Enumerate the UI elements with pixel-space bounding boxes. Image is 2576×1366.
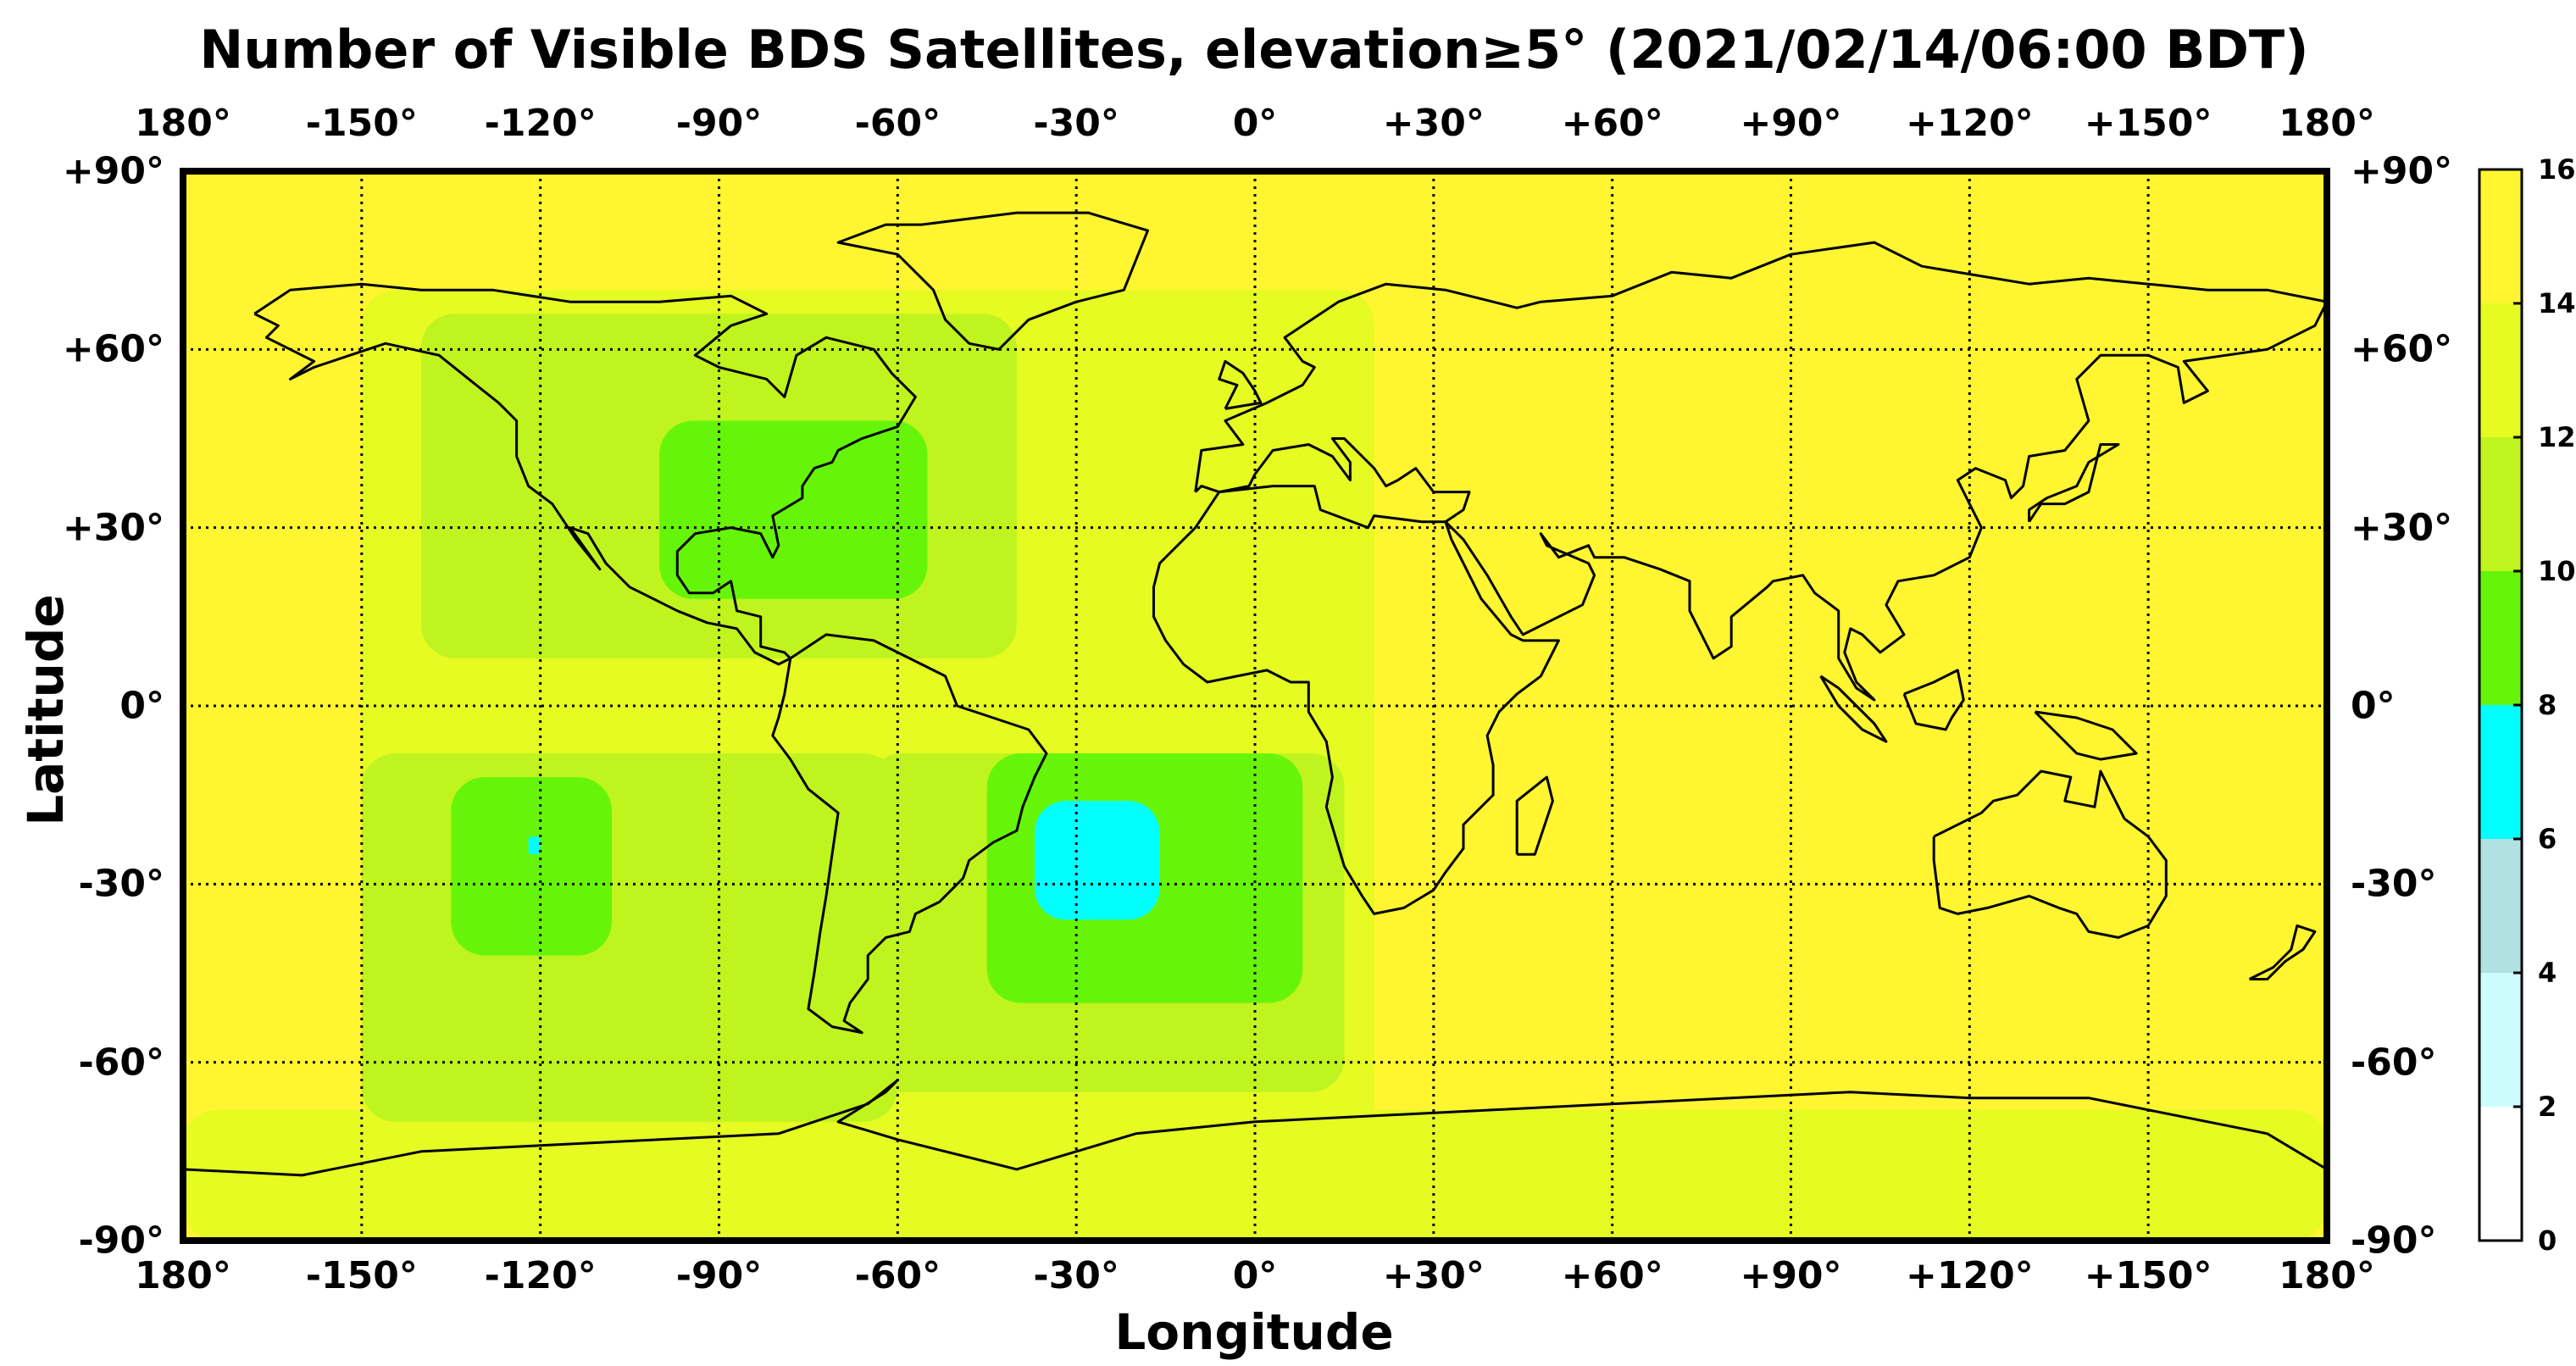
x-tick-label-top: +30° xyxy=(1382,102,1485,145)
colorbar-tick-label: 0 xyxy=(2538,1224,2557,1257)
colorbar-band xyxy=(2479,705,2522,839)
chart-title: Number of Visible BDS Satellites, elevat… xyxy=(199,19,2309,81)
colorbar-tick-label: 10 xyxy=(2538,555,2576,587)
y-tick-label-left: -30° xyxy=(78,862,165,906)
plot-frame xyxy=(180,168,2330,1244)
x-tick-label-bottom: -120° xyxy=(484,1254,597,1297)
x-tick-label-bottom: -30° xyxy=(1033,1254,1119,1297)
x-tick-label-top: 0° xyxy=(1232,102,1278,145)
coastline-9 xyxy=(2028,443,2120,523)
y-tick-label-left: +30° xyxy=(62,506,164,550)
coastline-1 xyxy=(771,633,1048,1035)
y-tick-label-right: -90° xyxy=(2351,1219,2437,1263)
colorbar-tick-label: 2 xyxy=(2538,1091,2557,1123)
x-tick-label-top: +90° xyxy=(1740,102,1842,145)
x-tick-label-bottom: +60° xyxy=(1561,1254,1663,1297)
colorbar-band xyxy=(2479,169,2522,303)
x-tick-label-top: -90° xyxy=(675,102,763,145)
x-tick-label-bottom: -150° xyxy=(305,1254,418,1297)
x-tick-label-bottom: +120° xyxy=(1905,1254,2034,1297)
coastline-7 xyxy=(1515,775,1554,856)
x-axis-label: Longitude xyxy=(1114,1303,1394,1361)
coastline-10 xyxy=(2248,924,2317,980)
x-tick-label-top: +60° xyxy=(1561,102,1663,145)
y-tick-label-left: +60° xyxy=(62,327,164,371)
x-tick-label-top: -30° xyxy=(1033,102,1119,145)
heat-region-south-pacific-spot xyxy=(528,836,541,855)
colorbar-band xyxy=(2479,839,2522,973)
colorbar-band xyxy=(2479,437,2522,571)
y-tick-label-right: -60° xyxy=(2351,1041,2437,1085)
heat-region-south-atlantic-min xyxy=(1034,801,1160,920)
coastline-6 xyxy=(183,1079,2327,1177)
coastline-11 xyxy=(1902,669,1965,731)
coastline-2 xyxy=(836,211,1149,351)
colorbar-tick-label: 8 xyxy=(2538,689,2557,721)
colorbar-tick-label: 12 xyxy=(2538,421,2576,453)
x-tick-label-bottom: +30° xyxy=(1382,1254,1485,1297)
gridlines xyxy=(183,171,2327,1241)
heat-region-south-pacific xyxy=(451,777,612,956)
colorbar-tick-label: 14 xyxy=(2538,287,2576,319)
y-tick-label-right: +60° xyxy=(2351,327,2453,371)
x-tick-label-top: +120° xyxy=(1905,102,2034,145)
heat-region-north-america-east xyxy=(659,420,928,599)
y-tick-label-left: +90° xyxy=(62,149,164,193)
x-tick-label-bottom: 180° xyxy=(2279,1254,2375,1297)
colorbar-band xyxy=(2479,973,2522,1107)
y-tick-label-right: 0° xyxy=(2351,684,2396,728)
x-tick-label-top: 180° xyxy=(135,102,231,145)
x-tick-label-top: -60° xyxy=(854,102,941,145)
x-tick-label-bottom: +90° xyxy=(1740,1254,1842,1297)
x-tick-label-top: +150° xyxy=(2084,102,2212,145)
colorbar-tick-label: 4 xyxy=(2538,957,2557,989)
y-tick-label-left: 0° xyxy=(119,684,164,728)
colorbar-tick-label: 16 xyxy=(2538,153,2576,186)
x-tick-label-top: -120° xyxy=(484,102,597,145)
coastlines xyxy=(183,211,2327,1177)
coastline-0 xyxy=(253,282,917,666)
coastline-4 xyxy=(1152,485,1560,915)
colorbar-band xyxy=(2479,1107,2522,1241)
colorbar-band xyxy=(2479,303,2522,437)
colorbar-band xyxy=(2479,571,2522,705)
colorbar xyxy=(2478,168,2523,1242)
heat-region-pacific-south xyxy=(361,753,898,1122)
x-tick-label-top: -150° xyxy=(305,102,418,145)
x-tick-label-bottom: 0° xyxy=(1232,1254,1278,1297)
x-tick-label-bottom: -90° xyxy=(675,1254,763,1297)
x-tick-label-bottom: +150° xyxy=(2084,1254,2212,1297)
coastline-8 xyxy=(1218,359,1263,410)
x-tick-label-bottom: -60° xyxy=(854,1254,941,1297)
x-tick-label-top: 180° xyxy=(2279,102,2375,145)
y-tick-label-left: -60° xyxy=(78,1041,165,1085)
y-tick-label-right: -30° xyxy=(2351,862,2437,906)
y-tick-label-right: +30° xyxy=(2351,506,2453,550)
y-tick-label-left: -90° xyxy=(78,1219,165,1263)
coastline-13 xyxy=(2034,710,2138,761)
coastline-3 xyxy=(1194,241,2327,702)
coastline-5 xyxy=(1932,769,2168,939)
y-tick-label-right: +90° xyxy=(2351,149,2453,193)
colorbar-tick-label: 6 xyxy=(2538,823,2557,855)
x-tick-label-bottom: 180° xyxy=(135,1254,231,1297)
